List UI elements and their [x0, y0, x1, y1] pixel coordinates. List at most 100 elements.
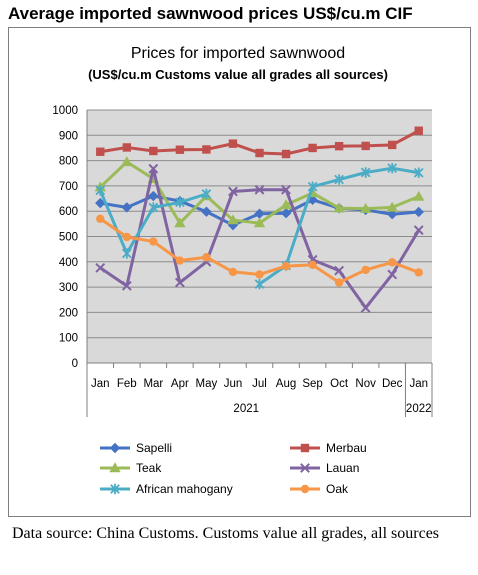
data-point: [175, 145, 185, 154]
x-tick-label: Oct: [330, 378, 349, 390]
data-point: [96, 147, 105, 156]
x-tick-label: Jan: [409, 378, 428, 390]
legend-item: Sapelli: [100, 441, 172, 455]
data-point: [254, 184, 265, 195]
data-point: [148, 163, 159, 174]
data-point: [96, 214, 105, 223]
legend-label: Lauan: [326, 461, 359, 475]
data-point: [300, 443, 310, 453]
data-point: [334, 141, 344, 151]
y-axis: 0 100 200 300 400 500 600 700 800 900 1000: [52, 105, 88, 370]
series: [94, 156, 425, 228]
y-tick-label: 300: [59, 282, 78, 294]
data-point: [253, 217, 266, 228]
data-point: [228, 139, 238, 148]
data-point: [414, 268, 423, 277]
source-note: Data source: China Customs. Customs valu…: [12, 525, 440, 542]
data-point: [281, 261, 291, 271]
data-point: [280, 199, 292, 210]
data-point: [95, 185, 106, 196]
y-tick-label: 600: [59, 206, 78, 218]
series: [95, 163, 424, 313]
x-tick-label: Jan: [91, 378, 110, 390]
chart-title: Prices for imported sawnwood: [131, 45, 345, 62]
data-point: [175, 197, 185, 208]
legend-item: Oak: [290, 482, 349, 496]
x-tick-label: Mar: [143, 378, 163, 390]
y-tick-label: 700: [59, 181, 78, 193]
data-point: [149, 237, 158, 246]
data-point: [121, 280, 132, 291]
x-tick-label: Nov: [355, 378, 376, 390]
data-point: [300, 484, 310, 494]
legend-label: Sapelli: [136, 441, 172, 455]
page-heading: Average imported sawnwood prices US$/cu.…: [8, 4, 413, 23]
data-point: [110, 483, 120, 495]
data-point: [202, 253, 211, 262]
data-point: [254, 208, 265, 219]
x-tick-label: May: [196, 378, 218, 390]
x-tick-label: Feb: [117, 378, 137, 390]
y-tick-label: 400: [59, 257, 78, 269]
x-tick-label: Dec: [382, 378, 403, 390]
y-tick-label: 1000: [52, 105, 78, 117]
data-point: [228, 186, 238, 197]
data-point: [361, 265, 370, 275]
legend-label: Merbau: [326, 441, 367, 455]
legend: Sapelli Merbau Teak Lauan African mahogany Oa…: [100, 441, 367, 496]
data-point: [333, 202, 345, 213]
legend-label: African mahogany: [136, 482, 233, 496]
data-point: [280, 208, 292, 219]
x-tick-label: Apr: [171, 378, 189, 390]
data-point: [148, 202, 159, 213]
data-point: [413, 167, 424, 178]
data-point: [174, 217, 186, 228]
x-axis: Jan Feb Mar Apr May Jun Jul Aug Sep Oct Nov Dec Jan 2…: [86, 362, 433, 417]
data-point: [308, 143, 317, 153]
data-point: [307, 194, 318, 206]
data-point: [360, 167, 371, 178]
y-tick-label: 500: [59, 232, 78, 244]
data-point: [228, 267, 238, 277]
data-point: [360, 302, 371, 313]
data-point: [109, 462, 121, 473]
y-tick-label: 200: [59, 307, 78, 319]
data-point: [122, 232, 132, 242]
data-point: [121, 248, 132, 259]
data-point: [148, 190, 159, 202]
data-point: [334, 174, 344, 185]
legend-item: Lauan: [290, 461, 359, 475]
data-point: [387, 258, 397, 267]
data-point: [413, 225, 424, 236]
data-point: [413, 206, 424, 218]
data-point: [95, 197, 106, 209]
data-point: [201, 188, 212, 200]
data-point: [359, 202, 372, 213]
data-point: [300, 463, 310, 473]
legend-label: Teak: [136, 461, 162, 475]
data-point: [121, 202, 133, 213]
year-group-label: 2021: [233, 403, 259, 415]
data-point: [95, 262, 106, 273]
data-point: [254, 278, 265, 290]
data-point: [386, 201, 398, 212]
data-point: [281, 184, 291, 195]
x-tick-label: Aug: [276, 378, 296, 390]
data-point: [414, 126, 423, 135]
data-point: [174, 277, 185, 288]
x-tick-label: Jul: [252, 378, 267, 390]
data-point: [361, 141, 370, 151]
y-tick-label: 100: [59, 333, 78, 345]
data-point: [122, 143, 132, 152]
data-point: [387, 140, 397, 150]
data-point: [334, 278, 344, 287]
legend-item: African mahogany: [100, 482, 233, 496]
data-point: [202, 145, 211, 154]
data-point: [281, 149, 291, 159]
year-group-label: 2022: [406, 403, 432, 415]
y-tick-label: 900: [59, 130, 78, 142]
data-point: [334, 265, 345, 276]
series: [96, 126, 423, 159]
line-chart: Prices for imported sawnwood (US$/cu.m C…: [52, 45, 433, 496]
x-tick-label: Jun: [224, 378, 243, 390]
